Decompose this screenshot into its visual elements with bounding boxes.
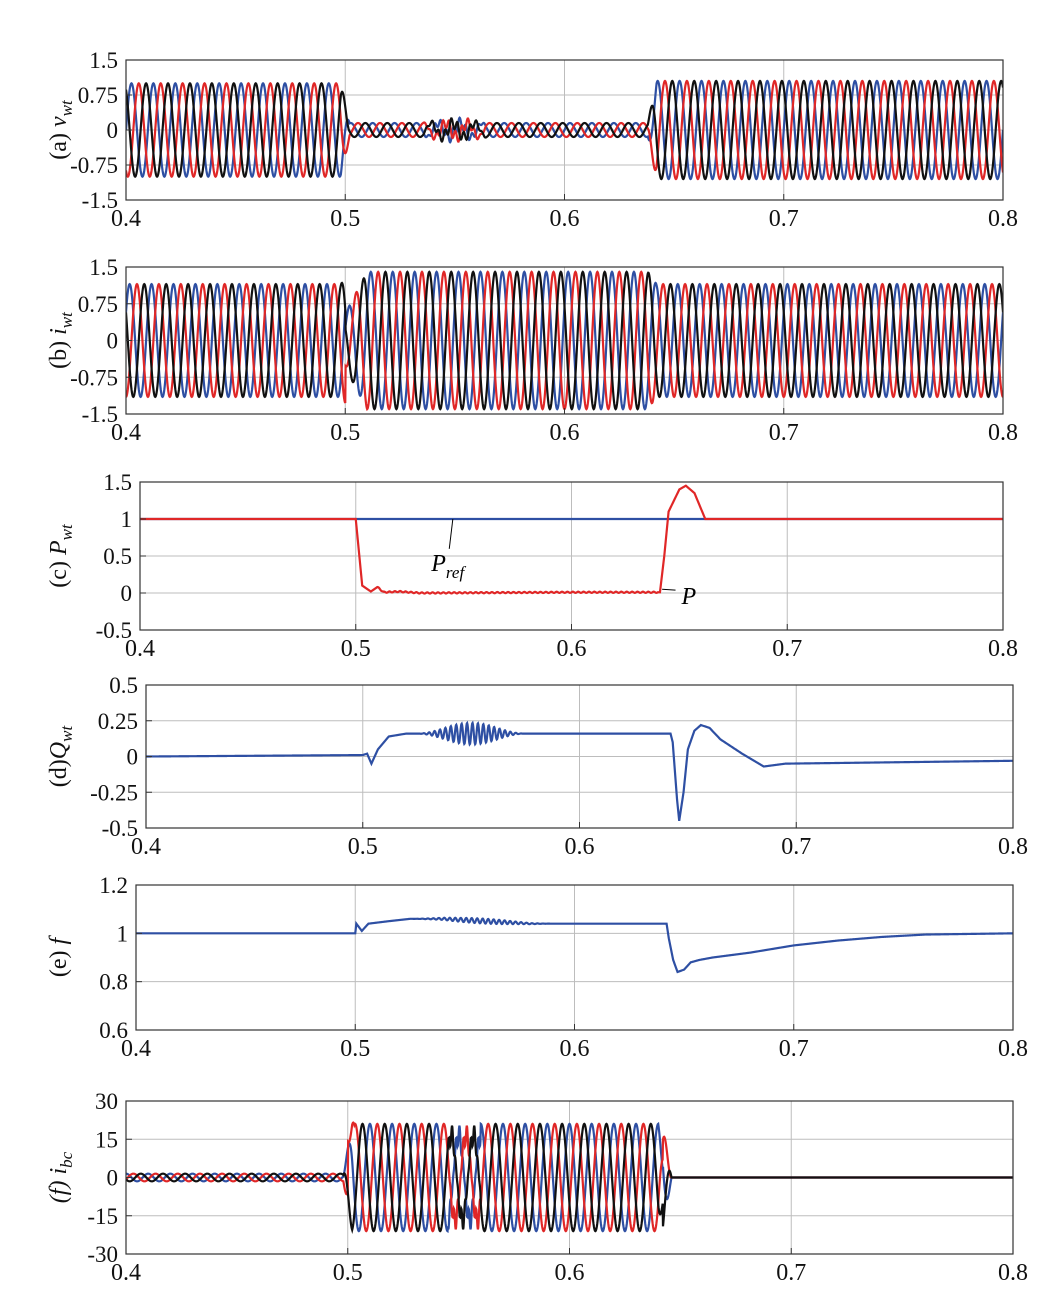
y-tick-label: 30 — [95, 1089, 118, 1114]
x-tick-label: 0.6 — [565, 834, 595, 860]
y-tick-label: -0.25 — [90, 780, 138, 805]
plot-area — [126, 1121, 1013, 1234]
x-tick-label: 0.8 — [988, 636, 1018, 662]
x-tick-label: 0.4 — [111, 206, 141, 232]
x-tick-label: 0.7 — [769, 206, 799, 232]
x-tick-label: 0.5 — [330, 420, 360, 446]
y-tick-label: 0 — [121, 581, 133, 606]
series-line-p — [140, 484, 1003, 595]
y-tick-label: 0 — [107, 329, 119, 354]
y-tick-label: -1.5 — [82, 188, 118, 213]
x-tick-label: 0.5 — [333, 1260, 363, 1286]
chart-panel-d: 0.4 0.5 0.6 0.7 0.8 0.5 0.25 0 -0.25 -0.5 (d)Qwt — [46, 673, 1028, 860]
annotation-leader — [448, 518, 454, 549]
y-tick-label: 0 — [127, 745, 139, 770]
y-tick-label: 0.5 — [109, 673, 138, 698]
annotation-label: Pref — [430, 551, 466, 582]
plot-area — [126, 79, 1003, 181]
annotation-leader — [662, 588, 676, 591]
annotation-label: P — [681, 584, 697, 610]
chart-panel-f: 0.4 0.5 0.6 0.7 0.8 30 15 0 -15 -30 (f) ibc — [46, 1089, 1028, 1286]
x-tick-label: 0.5 — [340, 1036, 370, 1062]
x-tick-label: 0.7 — [769, 420, 799, 446]
series-line-phase-2 — [126, 79, 1003, 181]
y-tick-label: 0.6 — [99, 1018, 128, 1043]
x-tick-label: 0.4 — [121, 1036, 151, 1062]
x-tick-label: 0.4 — [111, 420, 141, 446]
series-line-main — [146, 720, 1013, 822]
plot-area — [140, 484, 1003, 595]
x-tick-label: 0.7 — [772, 636, 802, 662]
x-tick-label: 0.8 — [998, 1260, 1028, 1286]
plot-area — [146, 720, 1013, 822]
x-tick-label: 0.6 — [560, 1036, 590, 1062]
y-tick-label: 1 — [121, 507, 133, 532]
chart-panel-e: 0.4 0.5 0.6 0.7 0.8 1.2 1 0.8 0.6 (e) f — [46, 873, 1028, 1062]
y-tick-label: -30 — [87, 1242, 118, 1267]
x-tick-label: 0.6 — [555, 1260, 585, 1286]
x-tick-label: 0.5 — [348, 834, 378, 860]
y-tick-label: 1.2 — [99, 873, 128, 898]
y-tick-label: 0.75 — [78, 292, 118, 317]
y-tick-label: 1 — [117, 921, 129, 946]
chart-panel-c: Pref P 0.4 0.5 0.6 0.7 0.8 1.5 1 0.5 0 -0.5 (c) Pwt — [46, 470, 1018, 662]
x-tick-label: 0.6 — [550, 420, 580, 446]
y-tick-label: -0.5 — [102, 816, 138, 841]
x-tick-label: 0.5 — [330, 206, 360, 232]
y-tick-label: 0.25 — [98, 709, 138, 734]
x-tick-label: 0.6 — [550, 206, 580, 232]
y-tick-label: 1.5 — [103, 470, 132, 495]
x-tick-label: 0.4 — [131, 834, 161, 860]
x-tick-label: 0.8 — [988, 206, 1018, 232]
y-tick-label: 1.5 — [89, 255, 118, 280]
y-axis-label: (d)Qwt — [46, 725, 76, 788]
y-tick-label: 0.8 — [99, 970, 128, 995]
y-tick-label: -15 — [87, 1204, 118, 1229]
y-axis-label: (f) ibc — [46, 1151, 76, 1203]
x-tick-label: 0.7 — [776, 1260, 806, 1286]
y-tick-label: -0.5 — [96, 618, 132, 643]
y-axis-label: (a) vwt — [46, 99, 76, 160]
chart-panel-a: 0.4 0.5 0.6 0.7 0.8 1.5 0.75 0 -0.75 -1.5 (a) vwt — [46, 48, 1018, 232]
chart-panel-b: 0.4 0.5 0.6 0.7 0.8 1.5 0.75 0 -0.75 -1.5 (b) iwt — [46, 255, 1018, 446]
plot-area — [136, 916, 1013, 974]
y-tick-label: 1.5 — [89, 48, 118, 73]
x-tick-label: 0.5 — [341, 636, 371, 662]
x-tick-label: 0.4 — [125, 636, 155, 662]
x-tick-label: 0.7 — [781, 834, 811, 860]
y-axis-label: (c) Pwt — [46, 523, 76, 588]
y-tick-label: -0.75 — [70, 365, 118, 390]
y-tick-label: -1.5 — [82, 402, 118, 427]
series-line-phase-3 — [126, 1122, 1013, 1234]
x-tick-label: 0.8 — [988, 420, 1018, 446]
y-tick-label: 0 — [107, 1166, 119, 1191]
y-tick-label: -0.75 — [70, 153, 118, 178]
x-tick-label: 0.6 — [557, 636, 587, 662]
y-tick-label: 0.75 — [78, 83, 118, 108]
y-tick-label: 0.5 — [103, 544, 132, 569]
series-line-phase-1 — [126, 79, 1003, 181]
y-axis-label: (b) iwt — [46, 311, 76, 369]
x-tick-label: 0.4 — [111, 1260, 141, 1286]
y-tick-label: 15 — [95, 1127, 118, 1152]
y-axis-label: (e) f — [46, 935, 72, 978]
x-tick-label: 0.7 — [779, 1036, 809, 1062]
series-line-main — [136, 916, 1013, 974]
series-line-phase-3 — [126, 79, 1003, 181]
x-tick-label: 0.8 — [998, 834, 1028, 860]
y-tick-label: 0 — [107, 118, 119, 143]
x-tick-label: 0.8 — [998, 1036, 1028, 1062]
series-line-phase-3 — [126, 270, 1003, 411]
